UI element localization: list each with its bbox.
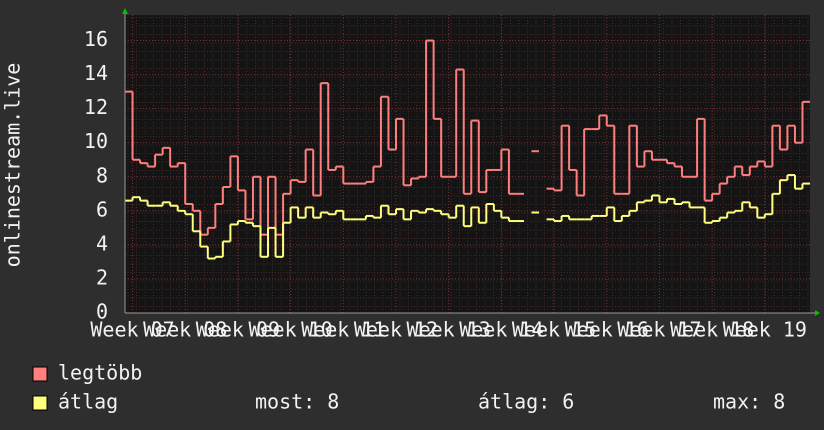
y-tick-label: 6: [96, 197, 108, 221]
y-tick-label: 12: [84, 95, 108, 119]
x-tick-label: Week 12: [354, 318, 438, 342]
x-tick-label: Week 07: [90, 318, 174, 342]
legend-swatch: [32, 366, 48, 382]
y-tick-label: 0: [96, 300, 108, 324]
legend-stat: max: 8: [713, 390, 785, 414]
y-tick-label: 10: [84, 129, 108, 153]
y-tick-label: 8: [96, 163, 108, 187]
x-tick-label: Week 08: [143, 318, 227, 342]
legend-swatch: [32, 395, 48, 411]
minor-grid: [125, 15, 810, 313]
plot: [125, 15, 810, 314]
x-tick-label: Week 17: [617, 318, 701, 342]
x-tick-label: Week 11: [301, 318, 385, 342]
y-axis-label: onlinestream.live: [1, 63, 25, 268]
y-tick-label: 4: [96, 231, 108, 255]
x-tick-label: Week 18: [670, 318, 754, 342]
y-tick-label: 14: [84, 61, 108, 85]
legend-stat: átlag: 6: [478, 390, 574, 414]
x-tick-label: Week 19: [723, 318, 807, 342]
legend-stat: most: 8: [255, 390, 339, 414]
y-arrow: [122, 8, 128, 14]
x-tick-label: Week 09: [196, 318, 280, 342]
legend-label: átlag: [58, 390, 118, 414]
x-tick-label: Week 13: [407, 318, 491, 342]
y-tick-label: 16: [84, 27, 108, 51]
x-tick-label: Week 16: [565, 318, 649, 342]
x-tick-label: Week 15: [512, 318, 596, 342]
x-tick-label: Week 10: [248, 318, 332, 342]
x-tick-label: Week 14: [459, 318, 543, 342]
y-tick-label: 2: [96, 265, 108, 289]
x-arrow: [815, 310, 820, 316]
legend-label: legtöbb: [58, 361, 142, 385]
